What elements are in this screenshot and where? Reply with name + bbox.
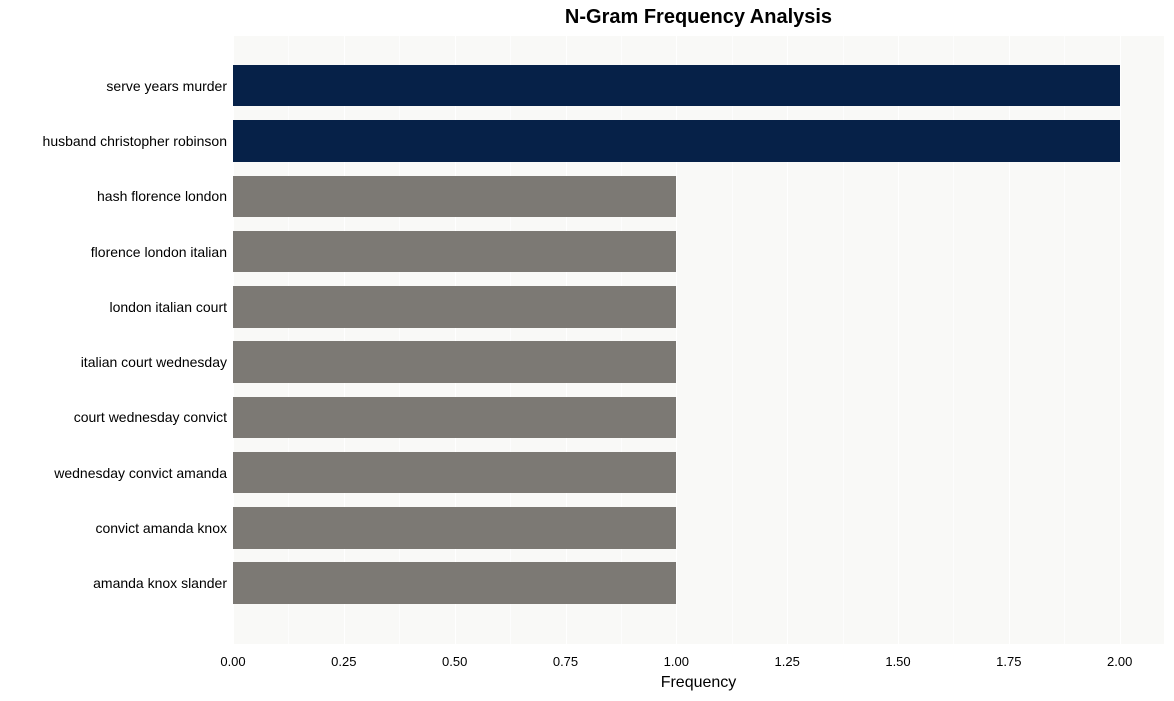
bar xyxy=(233,562,676,603)
bar xyxy=(233,176,676,217)
x-tick-label: 0.50 xyxy=(442,654,467,669)
x-tick-label: 1.00 xyxy=(664,654,689,669)
y-tick-label: italian court wednesday xyxy=(81,354,227,370)
plot-area xyxy=(233,36,1164,644)
y-tick-label: convict amanda knox xyxy=(95,520,227,536)
bar xyxy=(233,120,1120,161)
bar xyxy=(233,231,676,272)
y-tick-label: london italian court xyxy=(109,299,227,315)
y-tick-label: court wednesday convict xyxy=(74,409,227,425)
x-tick-label: 1.50 xyxy=(885,654,910,669)
y-tick-label: hash florence london xyxy=(97,188,227,204)
x-tick-label: 0.00 xyxy=(220,654,245,669)
x-tick-label: 2.00 xyxy=(1107,654,1132,669)
ngram-frequency-chart: N-Gram Frequency Analysis Frequency 0.00… xyxy=(0,0,1174,701)
x-grid-line xyxy=(1120,36,1121,644)
y-tick-label: wednesday convict amanda xyxy=(54,465,227,481)
bar xyxy=(233,286,676,327)
x-tick-label: 0.75 xyxy=(553,654,578,669)
bar xyxy=(233,65,1120,106)
chart-title: N-Gram Frequency Analysis xyxy=(233,6,1164,29)
x-tick-label: 1.25 xyxy=(775,654,800,669)
y-tick-label: florence london italian xyxy=(91,244,227,260)
y-tick-label: husband christopher robinson xyxy=(43,133,227,149)
bar xyxy=(233,341,676,382)
x-axis-title: Frequency xyxy=(233,674,1164,692)
bar xyxy=(233,452,676,493)
y-tick-label: amanda knox slander xyxy=(93,575,227,591)
x-tick-label: 0.25 xyxy=(331,654,356,669)
bar xyxy=(233,507,676,548)
x-tick-label: 1.75 xyxy=(996,654,1021,669)
bar xyxy=(233,397,676,438)
y-tick-label: serve years murder xyxy=(106,78,227,94)
